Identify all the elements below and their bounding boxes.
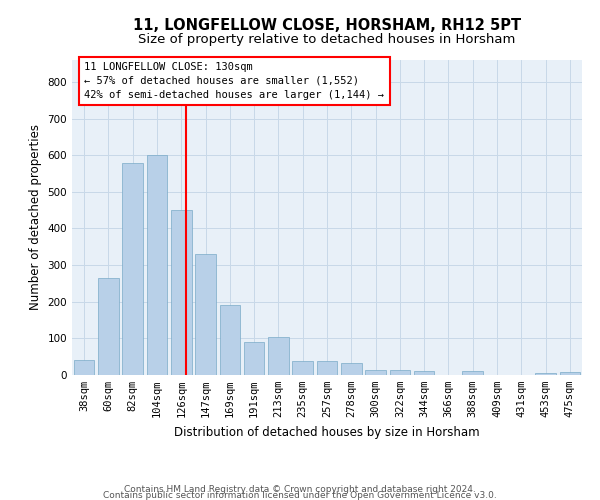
Bar xyxy=(365,370,386,375)
Bar xyxy=(389,370,410,375)
Bar xyxy=(317,362,337,375)
X-axis label: Distribution of detached houses by size in Horsham: Distribution of detached houses by size … xyxy=(174,426,480,438)
Text: Size of property relative to detached houses in Horsham: Size of property relative to detached ho… xyxy=(139,32,515,46)
Bar xyxy=(341,364,362,375)
Bar xyxy=(414,372,434,375)
Text: Contains HM Land Registry data © Crown copyright and database right 2024.: Contains HM Land Registry data © Crown c… xyxy=(124,485,476,494)
Text: 11 LONGFELLOW CLOSE: 130sqm
← 57% of detached houses are smaller (1,552)
42% of : 11 LONGFELLOW CLOSE: 130sqm ← 57% of det… xyxy=(85,62,385,100)
Text: Contains public sector information licensed under the Open Government Licence v3: Contains public sector information licen… xyxy=(103,491,497,500)
Bar xyxy=(146,155,167,375)
Bar xyxy=(74,360,94,375)
Bar xyxy=(171,210,191,375)
Y-axis label: Number of detached properties: Number of detached properties xyxy=(29,124,42,310)
Bar xyxy=(220,304,240,375)
Bar xyxy=(292,361,313,375)
Bar xyxy=(244,342,265,375)
Bar xyxy=(463,372,483,375)
Bar xyxy=(195,254,216,375)
Bar xyxy=(98,278,119,375)
Bar xyxy=(268,338,289,375)
Bar xyxy=(560,372,580,375)
Bar xyxy=(122,162,143,375)
Text: 11, LONGFELLOW CLOSE, HORSHAM, RH12 5PT: 11, LONGFELLOW CLOSE, HORSHAM, RH12 5PT xyxy=(133,18,521,32)
Bar xyxy=(535,373,556,375)
